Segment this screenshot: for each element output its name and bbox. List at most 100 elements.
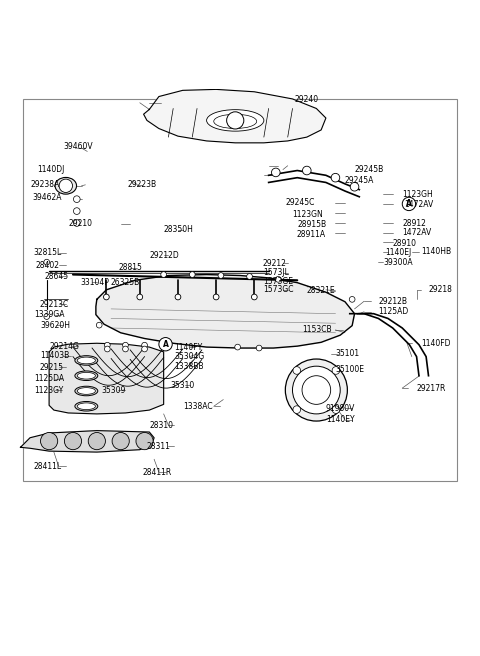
Text: 1573JL: 1573JL <box>263 268 289 277</box>
Text: 29245C: 29245C <box>285 199 315 207</box>
Text: 29213C: 29213C <box>39 300 69 308</box>
Ellipse shape <box>214 114 257 129</box>
Circle shape <box>73 195 80 203</box>
Text: 1338BB: 1338BB <box>174 361 204 371</box>
Circle shape <box>293 406 300 413</box>
Text: 29245B: 29245B <box>355 165 384 174</box>
Circle shape <box>40 432 58 450</box>
Circle shape <box>137 294 143 300</box>
Text: 28402: 28402 <box>36 260 60 270</box>
Text: 29217R: 29217R <box>417 384 446 393</box>
Polygon shape <box>49 343 164 414</box>
Text: 26325B: 26325B <box>110 277 140 287</box>
Circle shape <box>175 294 181 300</box>
Text: 29214G: 29214G <box>49 342 79 351</box>
Text: 33104P: 33104P <box>80 277 109 287</box>
Circle shape <box>218 273 224 278</box>
Text: 1140HB: 1140HB <box>421 247 452 256</box>
Circle shape <box>331 173 340 182</box>
Text: 1339GA: 1339GA <box>34 310 64 319</box>
Circle shape <box>44 314 49 319</box>
Circle shape <box>302 166 311 174</box>
Text: A: A <box>406 199 412 209</box>
Ellipse shape <box>55 177 76 194</box>
Text: 1472AV: 1472AV <box>405 200 434 209</box>
Text: 39460V: 39460V <box>63 142 93 151</box>
Circle shape <box>402 197 416 211</box>
Text: 1140EY: 1140EY <box>326 415 355 424</box>
Text: 39300A: 39300A <box>383 258 413 266</box>
Text: 1125DA: 1125DA <box>34 374 64 383</box>
Text: 28310: 28310 <box>149 421 173 430</box>
Ellipse shape <box>75 386 98 396</box>
Text: 29240: 29240 <box>295 95 319 104</box>
Text: 28915B: 28915B <box>297 220 326 230</box>
Text: 1123GY: 1123GY <box>34 386 63 394</box>
Text: 11403B: 11403B <box>40 351 70 360</box>
Text: 29245A: 29245A <box>345 176 374 184</box>
Circle shape <box>44 259 49 265</box>
Text: 29212B: 29212B <box>378 297 408 306</box>
Text: A: A <box>163 340 168 349</box>
Ellipse shape <box>75 356 98 365</box>
Circle shape <box>235 344 240 350</box>
Text: 28815: 28815 <box>118 263 142 272</box>
Circle shape <box>349 297 355 302</box>
Text: 1472AV: 1472AV <box>402 228 432 237</box>
Circle shape <box>227 112 244 129</box>
Text: 1123GH: 1123GH <box>402 190 433 199</box>
Circle shape <box>105 346 110 352</box>
Text: 28910: 28910 <box>393 239 417 247</box>
Ellipse shape <box>75 401 98 411</box>
Circle shape <box>285 359 348 421</box>
Text: 29238A: 29238A <box>30 180 59 190</box>
Circle shape <box>276 276 281 282</box>
Text: 1573GE: 1573GE <box>263 277 293 286</box>
Circle shape <box>104 294 109 300</box>
Circle shape <box>332 406 340 413</box>
Polygon shape <box>21 430 154 452</box>
Ellipse shape <box>77 357 96 364</box>
Text: 29215: 29215 <box>39 363 63 372</box>
Circle shape <box>159 338 172 351</box>
Ellipse shape <box>206 110 264 131</box>
Circle shape <box>73 208 80 215</box>
Text: 29218: 29218 <box>429 285 452 295</box>
Circle shape <box>112 432 129 450</box>
Text: 35100E: 35100E <box>336 365 364 375</box>
Ellipse shape <box>77 403 96 409</box>
Circle shape <box>142 346 147 352</box>
Text: 1140DJ: 1140DJ <box>37 165 64 174</box>
Text: 29223B: 29223B <box>128 180 157 190</box>
Text: 35101: 35101 <box>336 349 360 358</box>
Circle shape <box>59 179 72 192</box>
Polygon shape <box>96 275 355 348</box>
Text: 1140FY: 1140FY <box>174 342 203 352</box>
Text: 91980V: 91980V <box>326 403 355 413</box>
Text: 1153CB: 1153CB <box>302 325 332 335</box>
Text: 28645: 28645 <box>44 272 69 281</box>
Circle shape <box>332 367 340 375</box>
Circle shape <box>256 345 262 351</box>
Circle shape <box>292 366 340 414</box>
Text: 1123GN: 1123GN <box>292 210 323 219</box>
Text: 28411L: 28411L <box>34 462 62 471</box>
Circle shape <box>247 274 252 279</box>
Text: 28350H: 28350H <box>164 225 193 234</box>
Circle shape <box>136 432 153 450</box>
Bar <box>23 99 457 481</box>
Circle shape <box>122 346 128 352</box>
Text: 28321E: 28321E <box>307 286 336 295</box>
Circle shape <box>64 432 82 450</box>
Text: 1573GC: 1573GC <box>263 285 293 295</box>
Polygon shape <box>144 89 326 143</box>
Circle shape <box>142 342 147 348</box>
Text: 28911A: 28911A <box>296 230 325 239</box>
Text: 28411R: 28411R <box>142 468 171 477</box>
Circle shape <box>213 294 219 300</box>
Text: 35304G: 35304G <box>174 352 204 361</box>
Circle shape <box>252 294 257 300</box>
Text: 39620H: 39620H <box>40 321 71 329</box>
Circle shape <box>88 432 106 450</box>
Circle shape <box>302 376 331 404</box>
